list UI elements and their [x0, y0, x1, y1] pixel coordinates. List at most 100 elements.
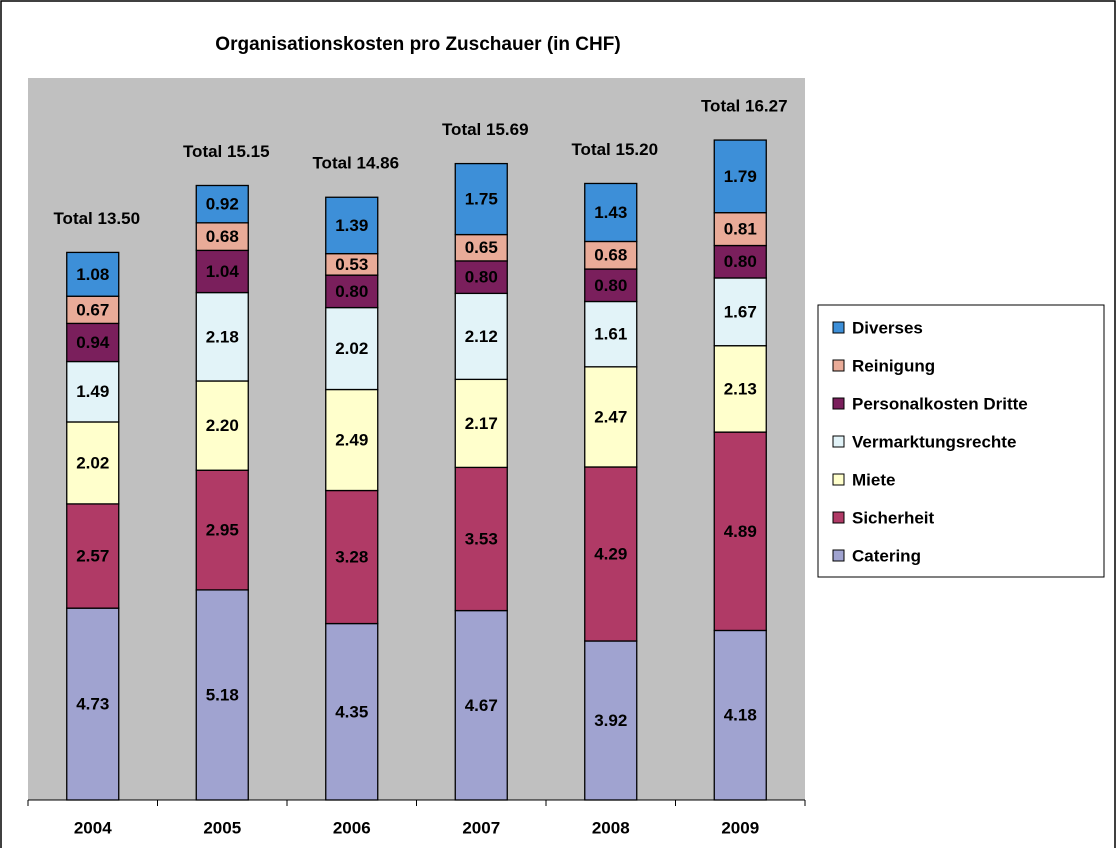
data-label: 1.08 — [76, 265, 109, 284]
legend-label: Sicherheit — [852, 508, 935, 527]
bar-segment — [454, 162, 508, 236]
bar-segment — [325, 388, 379, 492]
data-label: 0.68 — [594, 246, 627, 265]
legend-swatch — [832, 511, 845, 524]
bar-segment — [195, 291, 249, 382]
total-label: Total 15.15 — [183, 142, 270, 161]
bar-segment — [325, 622, 379, 801]
data-label: 0.80 — [724, 252, 757, 271]
data-label: 1.61 — [594, 325, 627, 344]
x-tick-label: 2007 — [462, 818, 500, 837]
data-label: 2.02 — [76, 453, 109, 472]
data-label: 2.02 — [335, 339, 368, 358]
data-label: 2.18 — [206, 327, 239, 346]
data-label: 4.35 — [335, 702, 368, 721]
data-label: 3.28 — [335, 548, 368, 567]
data-label: 5.18 — [206, 685, 239, 704]
data-label: 2.17 — [465, 414, 498, 433]
x-tick-label: 2005 — [203, 818, 241, 837]
legend-label: Personalkosten Dritte — [852, 394, 1028, 413]
legend-label: Miete — [852, 470, 895, 489]
legend-label: Vermarktungsrechte — [852, 432, 1016, 451]
data-label: 0.80 — [594, 276, 627, 295]
total-label: Total 15.20 — [571, 140, 658, 159]
bar-segment — [713, 139, 767, 214]
bar-segment — [584, 300, 638, 368]
bar-segment — [454, 378, 508, 469]
x-tick-label: 2009 — [721, 818, 759, 837]
bar-segment — [454, 609, 508, 801]
bar-segment — [713, 629, 767, 801]
chart-title: Organisationskosten pro Zuschauer (in CH… — [215, 34, 620, 55]
total-label: Total 15.69 — [442, 120, 529, 139]
data-label: 2.57 — [76, 547, 109, 566]
data-label: 4.89 — [724, 522, 757, 541]
bar-segment — [195, 380, 249, 471]
bar-segment — [584, 466, 638, 642]
bar-segment — [454, 260, 508, 295]
data-label: 4.18 — [724, 706, 757, 725]
bar-segment — [66, 251, 120, 297]
data-label: 3.92 — [594, 711, 627, 730]
data-label: 4.67 — [465, 696, 498, 715]
data-label: 0.92 — [206, 195, 239, 214]
data-label: 0.68 — [206, 227, 239, 246]
data-label: 2.13 — [724, 379, 757, 398]
data-label: 1.67 — [724, 302, 757, 321]
legend-swatch — [832, 549, 845, 562]
x-tick-label: 2008 — [592, 818, 630, 837]
data-label: 0.67 — [76, 300, 109, 319]
legend-swatch — [832, 359, 845, 372]
data-label: 0.80 — [335, 282, 368, 301]
data-label: 0.81 — [724, 220, 757, 239]
total-label: Total 14.86 — [312, 154, 399, 173]
legend — [817, 304, 1105, 578]
bar-segment — [454, 466, 508, 612]
legend-swatch — [832, 321, 845, 334]
plot-area — [28, 78, 805, 800]
bar-segment — [584, 182, 638, 243]
bar-segment — [325, 196, 379, 255]
bar-segment — [195, 469, 249, 591]
bar-segment — [584, 366, 638, 468]
data-label: 2.95 — [206, 521, 239, 540]
bar-segment — [195, 184, 249, 224]
bar-segment — [195, 249, 249, 294]
data-label: 4.29 — [594, 544, 627, 563]
bar-segment — [584, 640, 638, 801]
bar-segment — [713, 277, 767, 347]
data-label: 2.20 — [206, 416, 239, 435]
data-label: 0.65 — [465, 238, 498, 257]
data-label: 4.73 — [76, 695, 109, 714]
total-label: Total 16.27 — [701, 97, 788, 116]
data-label: 0.53 — [335, 255, 368, 274]
data-label: 1.43 — [594, 203, 627, 222]
total-label: Total 13.50 — [53, 209, 140, 228]
data-label: 2.47 — [594, 407, 627, 426]
bar-segment — [66, 295, 120, 325]
legend-label: Reinigung — [852, 356, 935, 375]
bar-segment — [454, 292, 508, 381]
data-label: 0.80 — [465, 268, 498, 287]
legend-label: Diverses — [852, 318, 923, 337]
bar-segment — [713, 212, 767, 247]
x-tick-label: 2006 — [333, 818, 371, 837]
legend-swatch — [832, 473, 845, 486]
data-label: 0.94 — [76, 333, 110, 352]
bar-segment — [195, 222, 249, 252]
data-label: 1.04 — [206, 262, 240, 281]
bar-segment — [325, 489, 379, 625]
bar-segment — [66, 322, 120, 363]
data-label: 2.49 — [335, 430, 368, 449]
data-label: 2.12 — [465, 327, 498, 346]
legend-swatch — [832, 397, 845, 410]
bar-segment — [713, 431, 767, 632]
bar-segment — [713, 244, 767, 279]
x-tick-label: 2004 — [74, 818, 112, 837]
legend-swatch — [832, 435, 845, 448]
data-label: 1.79 — [724, 167, 757, 186]
data-label: 1.39 — [335, 216, 368, 235]
data-label: 1.49 — [76, 382, 109, 401]
bar-segment — [713, 345, 767, 433]
